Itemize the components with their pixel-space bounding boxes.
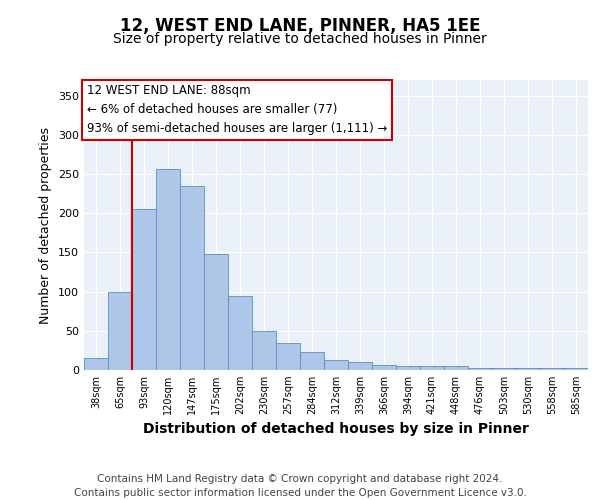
Bar xyxy=(132,210,156,370)
Text: 12 WEST END LANE: 88sqm
← 6% of detached houses are smaller (77)
93% of semi-det: 12 WEST END LANE: 88sqm ← 6% of detached… xyxy=(86,84,387,136)
Bar xyxy=(300,352,324,370)
Bar xyxy=(540,368,564,370)
Text: 12, WEST END LANE, PINNER, HA5 1EE: 12, WEST END LANE, PINNER, HA5 1EE xyxy=(120,18,480,36)
Bar xyxy=(420,366,444,370)
Bar xyxy=(252,331,276,370)
Bar xyxy=(348,362,372,370)
Bar xyxy=(156,168,180,370)
Text: Distribution of detached houses by size in Pinner: Distribution of detached houses by size … xyxy=(143,422,529,436)
Bar xyxy=(396,366,420,370)
Bar xyxy=(108,292,132,370)
Bar xyxy=(324,360,348,370)
Bar xyxy=(228,296,252,370)
Bar xyxy=(516,368,540,370)
Bar xyxy=(372,364,396,370)
Bar xyxy=(444,366,468,370)
Bar xyxy=(492,368,516,370)
Bar xyxy=(180,186,204,370)
Y-axis label: Number of detached properties: Number of detached properties xyxy=(40,126,52,324)
Bar xyxy=(276,342,300,370)
Bar xyxy=(468,368,492,370)
Text: Contains HM Land Registry data © Crown copyright and database right 2024.
Contai: Contains HM Land Registry data © Crown c… xyxy=(74,474,526,498)
Text: Size of property relative to detached houses in Pinner: Size of property relative to detached ho… xyxy=(113,32,487,46)
Bar xyxy=(84,358,108,370)
Bar xyxy=(204,254,228,370)
Bar xyxy=(564,368,588,370)
